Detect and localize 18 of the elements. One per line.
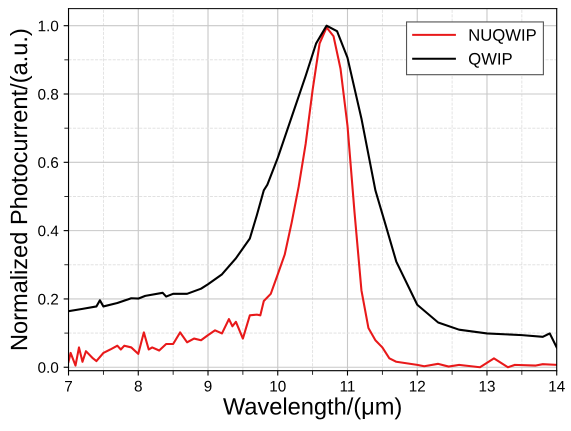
- y-axis-title: Normalized Photocurrent/(a.u.): [10, 30, 32, 350]
- y-tick-label: 0.8: [38, 88, 58, 100]
- x-tick-label: 9: [204, 380, 212, 392]
- legend-label: NUQWIP: [470, 29, 536, 44]
- x-tick-label: 8: [134, 380, 142, 392]
- y-tick-label: 0.2: [38, 294, 58, 305]
- x-tick-label: 12: [410, 380, 425, 392]
- x-tick-label: 14: [549, 380, 565, 392]
- legend-label: QWIP: [469, 52, 512, 68]
- y-tick-label: 0.6: [38, 157, 58, 168]
- x-axis-title: Wavelength/(μm): [223, 397, 401, 420]
- x-tick-label: 11: [340, 380, 355, 392]
- x-tick-label: 13: [480, 380, 495, 392]
- y-tick-label: 0.0: [38, 362, 58, 373]
- x-tick-label: 10: [270, 380, 286, 392]
- y-tick-label: 0.4: [38, 225, 58, 236]
- y-tick-label: 1.0: [38, 20, 58, 32]
- x-tick-label: 7: [65, 380, 72, 392]
